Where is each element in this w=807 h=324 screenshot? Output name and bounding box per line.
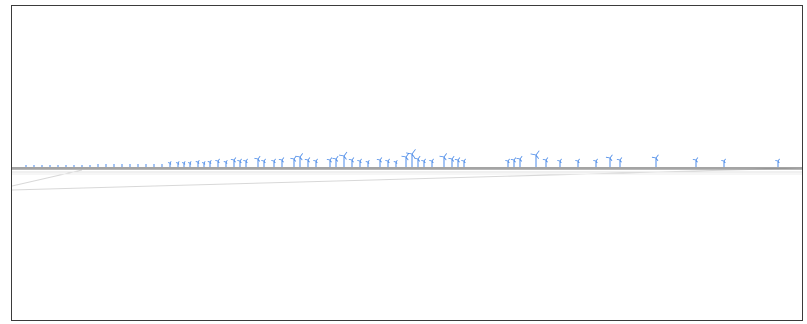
wind-turbine-icon (271, 158, 276, 167)
wind-turbine-icon (414, 155, 421, 167)
wind-turbine-icon (439, 153, 448, 167)
turbine-field (25, 149, 780, 167)
sky-background (12, 6, 802, 320)
wind-turbine-icon (201, 161, 206, 167)
wind-turbine-icon (304, 157, 311, 167)
wind-turbine-icon (365, 159, 370, 167)
wind-turbine-icon (692, 157, 699, 167)
wind-turbine-icon (721, 158, 726, 167)
wind-turbine-icon (454, 157, 461, 167)
wind-turbine-icon (448, 155, 455, 167)
wind-turbine-icon (775, 158, 780, 167)
viewport-frame (11, 5, 803, 321)
wind-turbine-icon (237, 158, 242, 167)
wind-turbine-icon (516, 155, 523, 167)
wind-turbine-icon (230, 157, 237, 167)
wind-turbine-icon (313, 158, 318, 167)
wind-turbine-icon (207, 159, 212, 167)
wind-turbine-icon (290, 155, 297, 167)
wind-turbine-icon (557, 158, 562, 167)
wind-turbine-icon (254, 155, 261, 167)
wind-turbine-icon (401, 153, 410, 167)
wind-turbine-icon (223, 159, 228, 167)
wind-turbine-icon (530, 150, 540, 167)
wind-turbine-icon (243, 158, 248, 167)
wind-turbine-icon (393, 159, 398, 167)
wind-turbine-icon (215, 158, 220, 167)
wind-turbine-icon (175, 161, 180, 167)
wind-turbine-icon (616, 157, 623, 167)
3d-viewport[interactable] (12, 6, 802, 320)
wind-turbine-icon (326, 157, 333, 167)
wind-turbine-icon (385, 158, 390, 167)
wind-turbine-icon (505, 158, 510, 167)
ground-plane (12, 167, 802, 191)
wind-turbine-icon (421, 158, 426, 167)
ground-edge-line-left (12, 169, 83, 187)
wind-turbine-icon (261, 158, 266, 167)
scene-canvas[interactable] (12, 6, 802, 320)
wind-turbine-icon (348, 157, 355, 167)
wind-turbine-icon (510, 157, 517, 167)
wind-turbine-icon (181, 161, 186, 167)
wind-turbine-icon (376, 157, 383, 167)
wind-turbine-icon (332, 155, 339, 167)
wind-turbine-icon (187, 161, 192, 167)
wind-turbine-icon (575, 158, 580, 167)
wind-turbine-icon (338, 151, 348, 167)
wind-turbine-icon (429, 158, 434, 167)
wind-turbine-icon (278, 157, 285, 167)
wind-turbine-icon (542, 157, 549, 167)
wind-turbine-icon (167, 161, 172, 167)
wind-turbine-icon (593, 158, 598, 167)
wind-turbine-icon (295, 153, 304, 167)
wind-turbine-icon (461, 158, 466, 167)
wind-turbine-icon (651, 154, 659, 167)
wind-turbine-icon (357, 158, 362, 167)
wind-turbine-icon (406, 149, 416, 167)
wind-turbine-icon (195, 159, 200, 167)
wind-turbine-icon (605, 154, 613, 167)
